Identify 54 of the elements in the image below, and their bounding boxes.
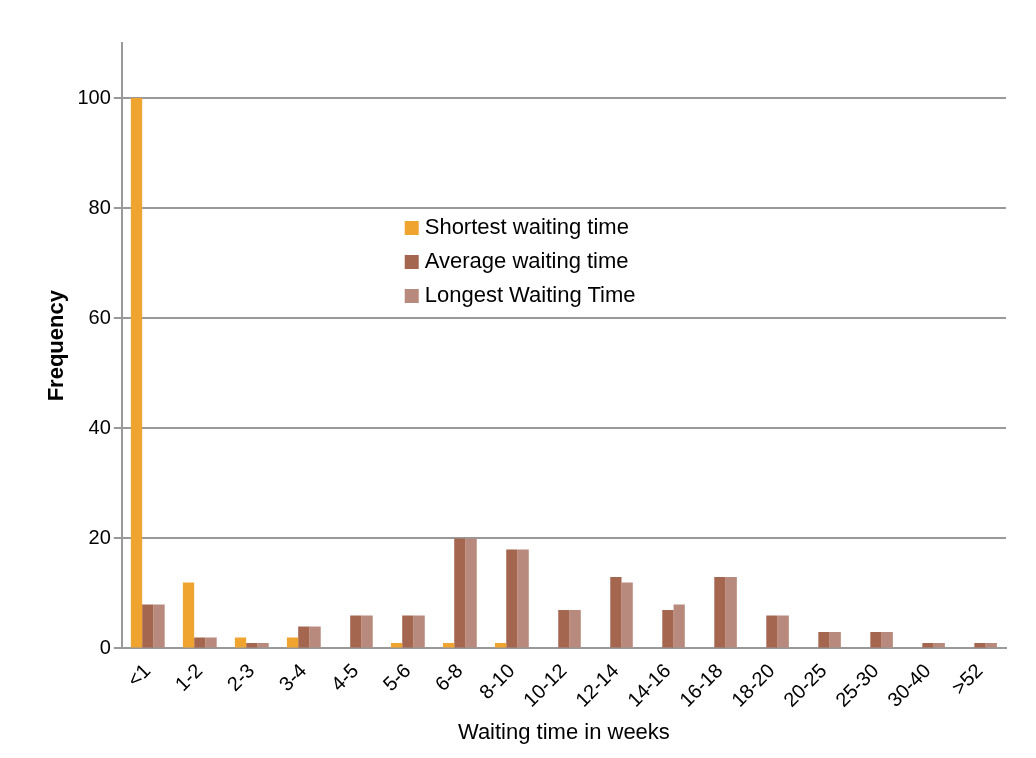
bar [777,615,789,648]
bar [766,615,778,648]
y-tick-label: 80 [88,195,111,218]
x-tick-label: <1 [122,659,155,691]
bar [870,631,882,648]
bar [130,98,143,648]
legend-label: Shortest waiting time [424,214,629,240]
y-tick-label: 60 [88,305,111,328]
bar [558,609,570,648]
bar [286,637,299,648]
y-tick-label: 0 [99,635,111,658]
bar [610,576,622,648]
bar [309,626,321,648]
bar [662,609,674,648]
bar [714,576,726,648]
y-tick-label: 20 [88,525,111,548]
x-axis-title: Waiting time in weeks [457,718,670,744]
bar [257,642,269,648]
legend-label: Longest Waiting Time [424,282,636,308]
x-tick-label: >52 [947,659,987,699]
bar [454,538,466,648]
bar [818,631,830,648]
x-tick-label: 4-5 [326,659,363,696]
bar [182,582,195,648]
x-tick-label: 6-8 [430,659,467,696]
bar [673,604,685,648]
bar [234,637,247,648]
bar [298,626,310,648]
y-tick-label: 100 [77,85,111,108]
bar [621,582,633,648]
bar [517,549,529,648]
bar [725,576,737,648]
x-tick-label: 1-2 [170,659,207,696]
x-tick-label: 3-4 [274,659,311,696]
x-tick-label: 2-3 [222,659,259,696]
bar [506,549,518,648]
x-tick-label: 5-6 [378,659,415,696]
bar [465,538,477,648]
bar [922,642,934,648]
bar [829,631,841,648]
y-axis-title: Frequency [43,289,69,402]
bar [974,642,986,648]
bar [194,637,206,648]
bar [350,615,362,648]
bar [142,604,154,648]
bar [361,615,373,648]
bar [569,609,581,648]
y-tick-label: 40 [88,415,111,438]
bar [153,604,165,648]
bar [881,631,893,648]
bar [205,637,217,648]
bar [413,615,425,648]
bar [402,615,414,648]
legend-label: Average waiting time [424,248,629,274]
